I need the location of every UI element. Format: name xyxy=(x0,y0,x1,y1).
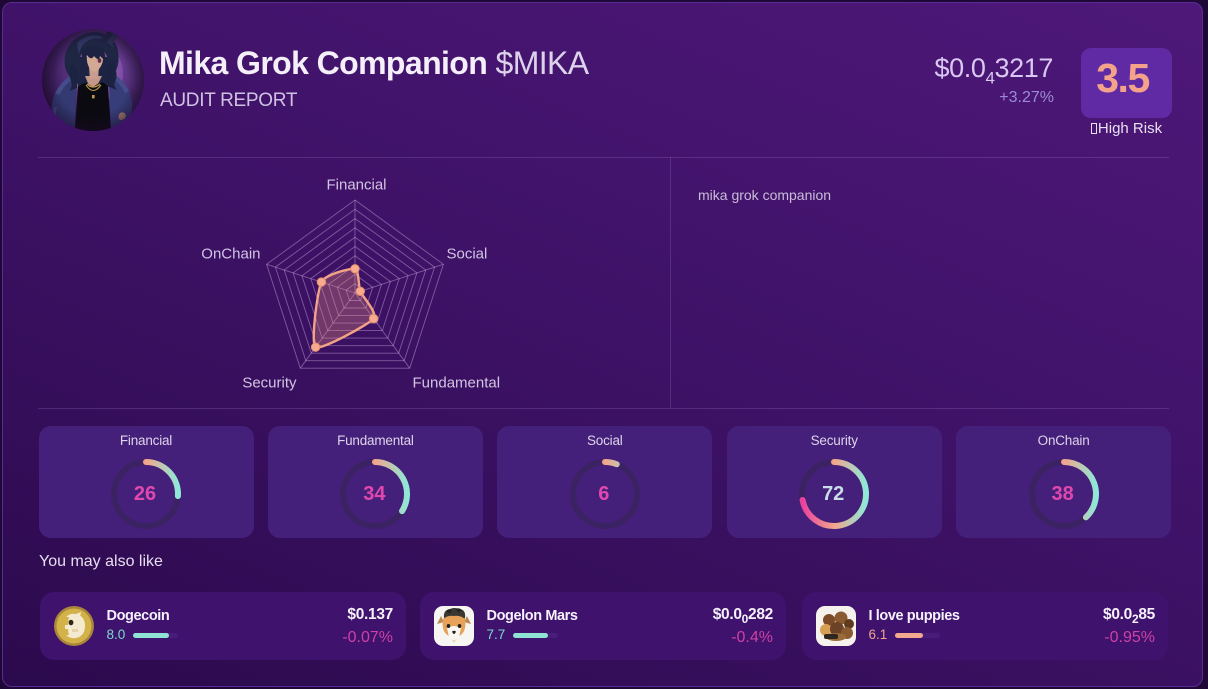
svg-text:OnChain: OnChain xyxy=(201,245,260,262)
svg-text:Security: Security xyxy=(242,374,297,391)
svg-text:Fundamental: Fundamental xyxy=(412,374,500,391)
svg-text:Social: Social xyxy=(446,245,487,262)
svg-text:Financial: Financial xyxy=(326,176,386,193)
